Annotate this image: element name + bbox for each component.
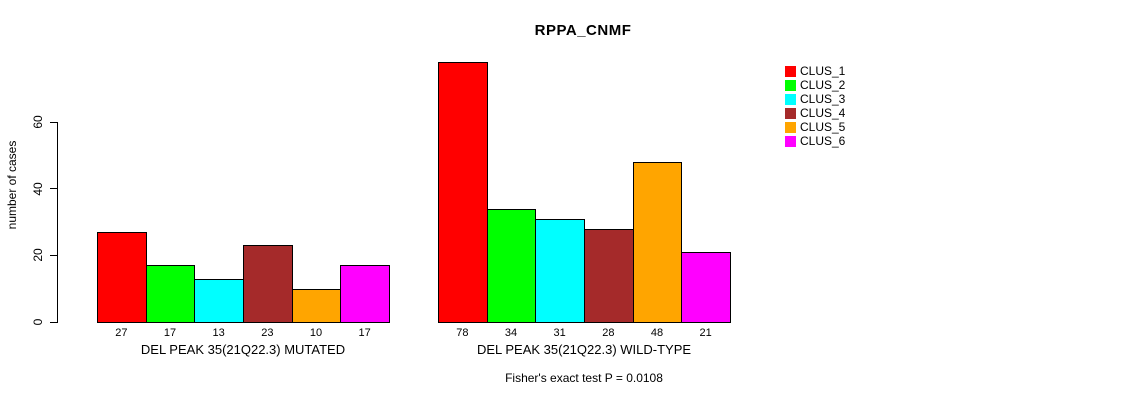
y-axis-tick-label-20: 20 bbox=[31, 248, 45, 263]
bar-clus_1-group2 bbox=[438, 62, 488, 323]
legend-swatch-clus_4 bbox=[785, 108, 796, 119]
legend-row-clus_6: CLUS_6 bbox=[785, 134, 846, 148]
y-axis-label: number of cases bbox=[5, 140, 19, 230]
bar-clus_2-group1 bbox=[145, 265, 196, 323]
bar-value-label-clus_3-group1: 13 bbox=[212, 327, 225, 339]
legend-swatch-clus_3 bbox=[785, 94, 796, 105]
bar-clus_3-group1 bbox=[194, 278, 244, 323]
y-axis-tick-20 bbox=[50, 254, 57, 256]
y-axis-tick-40 bbox=[50, 188, 57, 190]
bar-clus_5-group2 bbox=[632, 162, 683, 323]
bar-clus_4-group1 bbox=[243, 245, 293, 323]
bar-value-label-clus_2-group2: 34 bbox=[504, 327, 518, 339]
legend-row-clus_5: CLUS_5 bbox=[785, 120, 846, 134]
bar-clus_6-group2 bbox=[681, 252, 731, 323]
legend-label-clus_1: CLUS_1 bbox=[800, 64, 846, 78]
bar-clus_5-group1 bbox=[291, 288, 342, 323]
bar-clus_1-group1 bbox=[97, 232, 147, 323]
legend-label-clus_5: CLUS_5 bbox=[800, 120, 846, 134]
bar-value-label-clus_1-group1: 27 bbox=[115, 327, 128, 339]
group-label-mutated: DEL PEAK 35(21Q22.3) MUTATED bbox=[140, 342, 346, 357]
bar-value-label-clus_5-group2: 48 bbox=[650, 327, 664, 339]
legend-swatch-clus_1 bbox=[785, 66, 796, 77]
legend-swatch-clus_2 bbox=[785, 80, 796, 91]
group-label-wild-type: DEL PEAK 35(21Q22.3) WILD-TYPE bbox=[476, 342, 692, 357]
y-axis-tick-60 bbox=[50, 121, 57, 123]
legend-label-clus_3: CLUS_3 bbox=[800, 92, 846, 106]
legend-row-clus_4: CLUS_4 bbox=[785, 106, 846, 120]
chart-title: RPPA_CNMF bbox=[534, 22, 632, 39]
bar-clus_2-group2 bbox=[486, 208, 537, 323]
y-axis-tick-label-0: 0 bbox=[31, 318, 45, 326]
bar-value-label-clus_3-group2: 31 bbox=[553, 327, 566, 339]
footnote: Fisher's exact test P = 0.0108 bbox=[505, 371, 663, 385]
legend-row-clus_3: CLUS_3 bbox=[785, 92, 846, 106]
bar-clus_6-group1 bbox=[340, 265, 390, 323]
bar-clus_3-group2 bbox=[535, 218, 585, 323]
legend-label-clus_4: CLUS_4 bbox=[800, 106, 846, 120]
bar-value-label-clus_4-group1: 23 bbox=[261, 327, 274, 339]
bar-value-label-clus_6-group1: 17 bbox=[358, 327, 371, 339]
legend-swatch-clus_5 bbox=[785, 122, 796, 133]
bar-value-label-clus_1-group2: 78 bbox=[456, 327, 469, 339]
y-axis-tick-label-60: 60 bbox=[31, 115, 45, 129]
y-axis-line bbox=[57, 122, 58, 323]
legend-label-clus_2: CLUS_2 bbox=[800, 78, 846, 92]
y-axis-tick-label-40: 40 bbox=[31, 181, 45, 196]
bar-value-label-clus_2-group1: 17 bbox=[163, 327, 177, 339]
y-axis-tick-0 bbox=[50, 321, 57, 323]
bar-value-label-clus_4-group2: 28 bbox=[602, 327, 615, 339]
bar-value-label-clus_5-group1: 10 bbox=[309, 327, 323, 339]
bar-value-label-clus_6-group2: 21 bbox=[699, 327, 712, 339]
bar-clus_4-group2 bbox=[584, 228, 634, 323]
legend-row-clus_1: CLUS_1 bbox=[785, 64, 846, 78]
legend-row-clus_2: CLUS_2 bbox=[785, 78, 846, 92]
legend-swatch-clus_6 bbox=[785, 136, 796, 147]
legend-label-clus_6: CLUS_6 bbox=[800, 134, 846, 148]
